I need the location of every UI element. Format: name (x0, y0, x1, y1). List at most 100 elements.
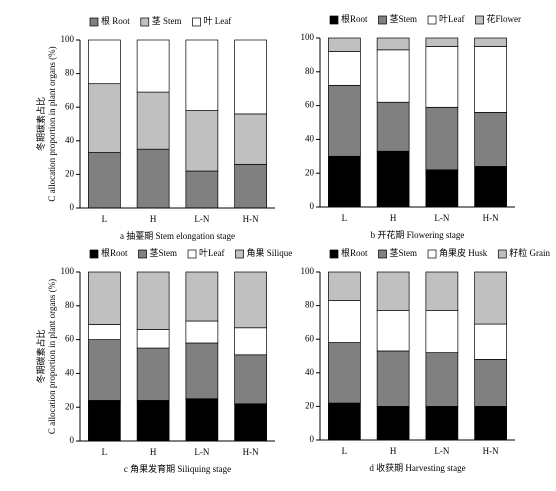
legend-swatch (89, 249, 99, 259)
bar-segment (425, 37, 459, 47)
bar-segment (136, 347, 170, 401)
bar-segment (88, 271, 121, 325)
bar-segment (234, 327, 267, 356)
bar-segment (474, 406, 507, 441)
bar-segment (185, 39, 219, 111)
y-tick-label: 60 (65, 334, 75, 344)
bar-segment (234, 403, 267, 442)
y-tick-label: 0 (310, 201, 315, 211)
bar-segment (185, 398, 219, 442)
bar-segment (474, 323, 507, 360)
bar-segment (376, 310, 410, 352)
y-tick-label: 60 (305, 100, 315, 110)
bar-segment (185, 342, 219, 400)
legend-swatch (89, 17, 99, 27)
bar-segment (425, 352, 459, 407)
y-tick-label: 100 (61, 34, 75, 44)
bar-segment (425, 46, 459, 108)
y-tick-label: 0 (70, 202, 75, 212)
bar-segment (474, 46, 507, 113)
legend-swatch (427, 249, 437, 259)
bar-segment (88, 39, 121, 85)
y-tick-label: 80 (305, 300, 315, 310)
bar-segment (376, 406, 410, 441)
y-tick-label: 60 (305, 333, 315, 343)
bar-segment (234, 113, 267, 165)
bar-segment (136, 39, 170, 93)
legend-label: 茎 Stem (152, 15, 182, 26)
y-tick-label: 40 (65, 135, 75, 145)
bar-segment (328, 84, 361, 157)
y-tick-label: 0 (70, 435, 75, 445)
bar-segment (136, 148, 170, 209)
y-tick-label: 80 (65, 300, 75, 310)
bar-segment (88, 83, 121, 153)
x-tick-label: H-N (243, 214, 259, 224)
bar-segment (185, 110, 219, 172)
legend-label: 叶Leaf (439, 14, 464, 24)
bar-segment (474, 271, 507, 325)
bar-segment (328, 271, 361, 301)
bar-segment (425, 169, 459, 208)
y-tick-label: 20 (65, 401, 75, 411)
bar-segment (88, 324, 121, 340)
legend-swatch (378, 15, 387, 25)
caption: a 抽薹期 Stem elongation stage (120, 230, 235, 241)
y-tick-label: 100 (301, 266, 315, 276)
legend-swatch (427, 15, 437, 25)
legend-label: 茎Stem (390, 247, 418, 258)
legend-swatch (378, 249, 387, 259)
x-tick-label: L (342, 446, 348, 456)
bar-segment (328, 155, 361, 208)
bar-segment (376, 350, 410, 407)
y-tick-label: 40 (65, 367, 75, 377)
legend-label: 角果皮 Husk (439, 247, 488, 258)
bar-segment (376, 271, 410, 311)
x-tick-label: H-N (483, 446, 499, 456)
y-tick-label: 20 (305, 400, 315, 410)
bar-segment (88, 400, 121, 442)
y-tick-label: 80 (65, 68, 75, 78)
bar-segment (88, 152, 121, 209)
bar-segment (136, 400, 170, 442)
bar-segment (185, 271, 219, 322)
bar-segment (474, 112, 507, 167)
bar-segment (328, 51, 361, 86)
legend-swatch (329, 15, 339, 25)
legend-swatch (475, 15, 484, 25)
bar-segment (425, 406, 459, 441)
x-tick-label: L (102, 214, 108, 224)
legend-swatch (497, 249, 507, 259)
bar-segment (234, 354, 267, 405)
caption: c 角果发育期 Siliquing stage (124, 463, 231, 474)
legend-label: 叶 Leaf (204, 16, 232, 26)
legend-swatch (329, 249, 339, 259)
bar-segment (328, 342, 361, 404)
x-tick-label: L-N (434, 213, 449, 223)
bar-segment (425, 310, 459, 353)
caption: d 收获期 Harvesting stage (369, 462, 465, 473)
y-axis-label: 冬期碳素占比 (35, 329, 46, 383)
x-tick-label: L-N (434, 446, 449, 456)
bar-segment (185, 320, 219, 344)
legend-swatch (140, 17, 150, 27)
y-axis-label: 冬期碳素占比 (35, 97, 46, 151)
x-tick-label: L (342, 213, 348, 223)
legend-label: 茎Stem (150, 247, 178, 258)
legend-label: 花Flower (487, 13, 522, 24)
legend-label: 根Root (341, 13, 368, 24)
legend-label: 籽粒 Grain (509, 247, 550, 258)
x-tick-label: L (102, 447, 108, 457)
bar-segment (328, 402, 361, 441)
legend-swatch (187, 249, 197, 259)
y-tick-label: 80 (305, 66, 315, 76)
bar-segment (376, 101, 410, 152)
x-tick-label: L-N (194, 447, 209, 457)
legend-swatch (235, 249, 244, 259)
y-tick-label: 20 (65, 168, 75, 178)
x-tick-label: H-N (483, 213, 499, 223)
bar-segment (425, 271, 459, 311)
x-tick-label: H-N (243, 447, 259, 457)
legend-label: 根Root (341, 247, 368, 258)
y-tick-label: 20 (305, 167, 315, 177)
